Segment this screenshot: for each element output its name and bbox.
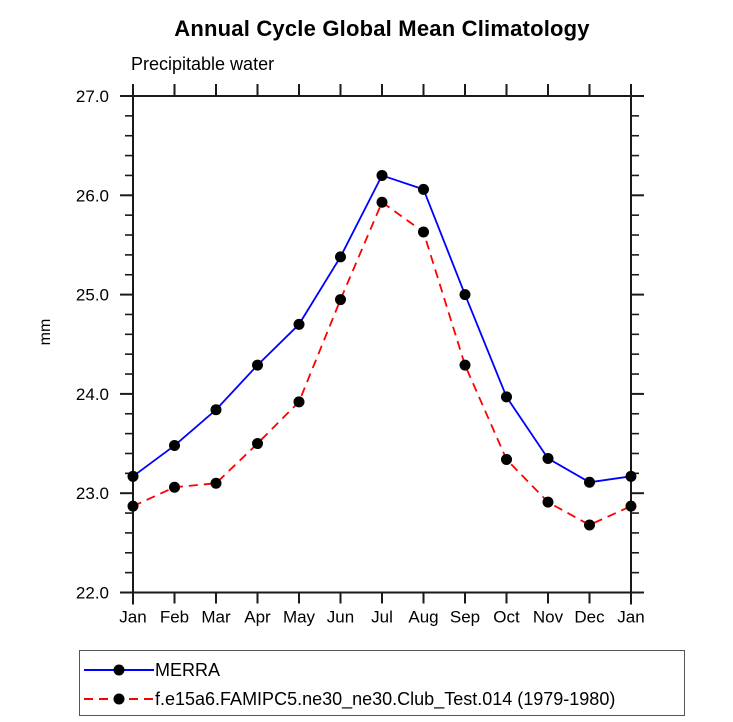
data-point-marker-s0 xyxy=(584,476,595,488)
y-tick-label: 23.0 xyxy=(76,484,109,503)
data-point-marker-s0 xyxy=(210,404,222,416)
data-point-marker-s0 xyxy=(335,251,346,263)
data-point-marker-s0 xyxy=(293,318,305,330)
series-line-1 xyxy=(132,200,632,526)
data-point-marker-s1 xyxy=(625,500,637,512)
data-point-marker-s1 xyxy=(584,519,595,531)
y-tick-label: 27.0 xyxy=(76,87,109,106)
legend-line-sample-model xyxy=(84,693,154,705)
data-point-marker-s1 xyxy=(501,453,512,465)
data-point-marker-s1 xyxy=(542,496,554,508)
x-tick-label: Nov xyxy=(533,608,564,627)
legend-item-merra: MERRA xyxy=(83,659,220,681)
data-point-marker-s0 xyxy=(127,470,139,482)
x-tick-label: Jun xyxy=(327,608,354,627)
data-point-marker-s0 xyxy=(418,183,429,195)
x-tick-label: Jan xyxy=(617,608,644,627)
data-point-marker-s0 xyxy=(625,470,637,482)
data-point-marker-s1 xyxy=(376,196,388,208)
data-point-marker-s0 xyxy=(501,391,512,403)
data-point-marker-s1 xyxy=(459,359,471,371)
legend-item-model: f.e15a6.FAMIPC5.ne30_ne30.Club_Test.014 … xyxy=(83,688,615,710)
data-point-marker-s1 xyxy=(293,396,305,408)
chart-title: Annual Cycle Global Mean Climatology xyxy=(174,16,590,41)
x-tick-label: Sep xyxy=(450,608,480,627)
x-tick-label: Jul xyxy=(371,608,393,627)
data-point-marker-s0 xyxy=(542,452,554,464)
data-point-marker-s0 xyxy=(252,359,263,371)
legend-label-merra: MERRA xyxy=(155,660,221,680)
data-point-marker-s1 xyxy=(335,294,346,306)
data-point-marker-s1 xyxy=(252,438,263,450)
chart-subtitle: Precipitable water xyxy=(131,54,275,74)
data-point-marker-s1 xyxy=(210,477,222,489)
y-tick-label: 25.0 xyxy=(76,286,109,305)
x-tick-label: Oct xyxy=(493,608,520,627)
data-point-marker-s1 xyxy=(127,500,139,512)
plot-area: Jan Feb Mar Apr May Jun Jul Aug Sep Oct Nov Dec Jan 2… xyxy=(76,84,645,627)
legend-marker xyxy=(113,693,125,705)
y-tick-label: 22.0 xyxy=(76,584,109,603)
legend-line-sample-merra xyxy=(84,664,154,676)
x-tick-label: Jan xyxy=(119,608,146,627)
data-point-marker-s0 xyxy=(459,289,471,301)
x-tick-label: Apr xyxy=(244,608,271,627)
legend-marker xyxy=(113,664,125,676)
data-point-marker-s0 xyxy=(376,169,388,181)
data-point-marker-s1 xyxy=(418,226,429,238)
series-line-0 xyxy=(132,174,632,484)
y-tick-label: 26.0 xyxy=(76,186,109,205)
x-tick-label: Aug xyxy=(408,608,438,627)
x-tick-label: Mar xyxy=(201,608,231,627)
y-tick-label: 24.0 xyxy=(76,385,109,404)
data-point-marker-s1 xyxy=(169,481,180,493)
legend-label-model: f.e15a6.FAMIPC5.ne30_ne30.Club_Test.014 … xyxy=(155,689,616,709)
legend-box: MERRA f.e15a6.FAMIPC5.ne30_ne30.Club_Tes… xyxy=(79,650,685,716)
x-tick-label: Dec xyxy=(574,608,605,627)
x-tick-label: Feb xyxy=(160,608,189,627)
x-tick-label: May xyxy=(283,608,316,627)
data-point-marker-s0 xyxy=(169,440,180,452)
